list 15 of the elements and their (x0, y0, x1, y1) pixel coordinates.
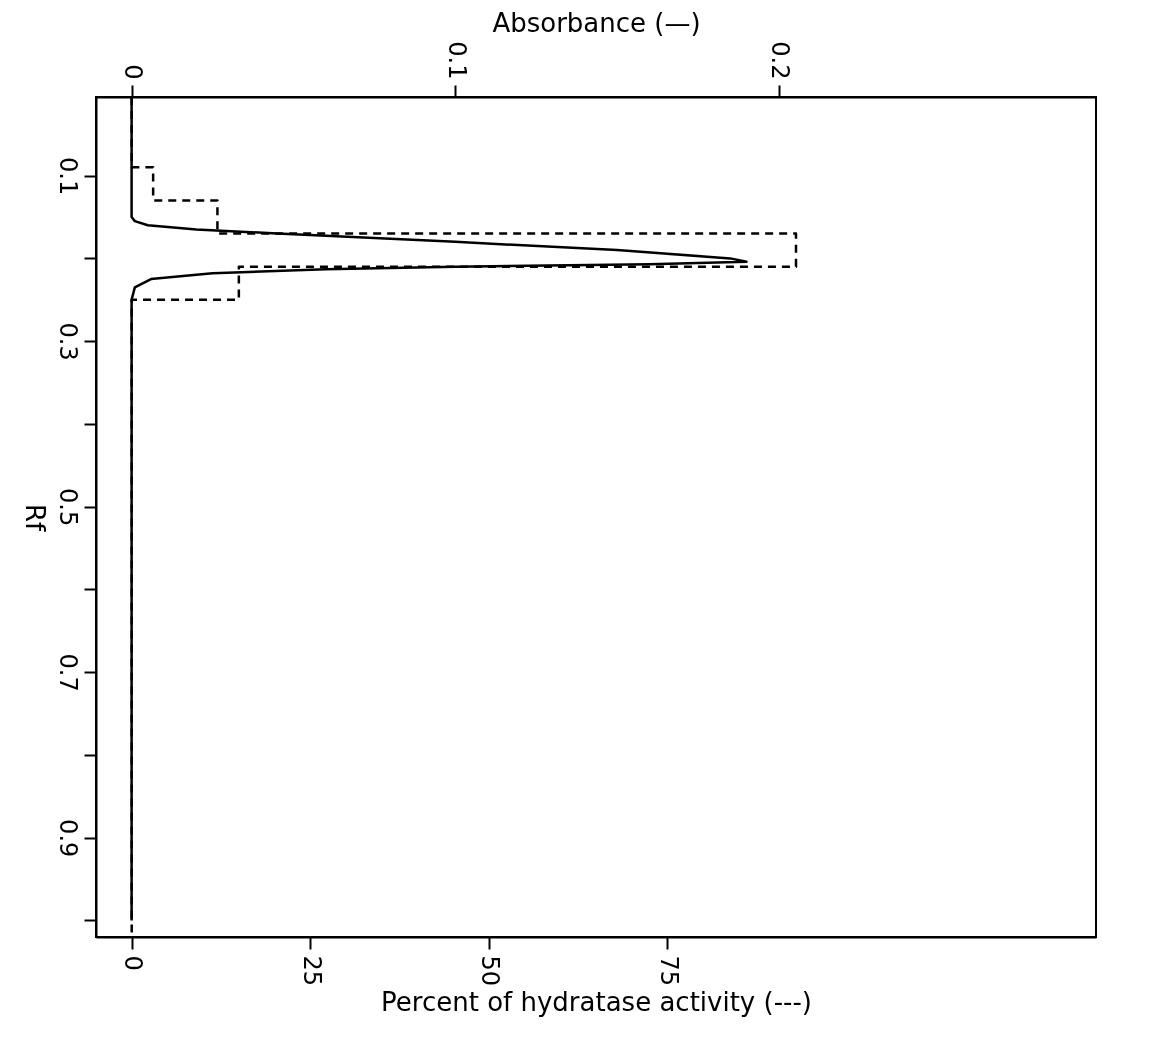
y-tick-label: 0.7 (53, 653, 82, 692)
x2-tick-label: 0.2 (766, 41, 795, 80)
y-tick-label: 0.5 (53, 488, 82, 527)
x-tick-label: 50 (476, 955, 505, 987)
y-axis-title: Rf (19, 503, 50, 532)
x-tick-label: 75 (654, 955, 683, 987)
x-tick-label: 25 (297, 955, 326, 987)
x2-axis-title: Absorbance (—) (492, 8, 701, 39)
y-tick-label: 0.1 (53, 157, 82, 196)
x-axis-title: Percent of hydratase activity (---) (381, 987, 812, 1018)
x2-tick-label: 0.1 (442, 41, 471, 80)
y-tick-label: 0.3 (53, 322, 82, 361)
x2-tick-label: 0 (119, 64, 148, 80)
x-tick-label: 0 (119, 955, 148, 971)
y-tick-label: 0.9 (53, 819, 82, 858)
